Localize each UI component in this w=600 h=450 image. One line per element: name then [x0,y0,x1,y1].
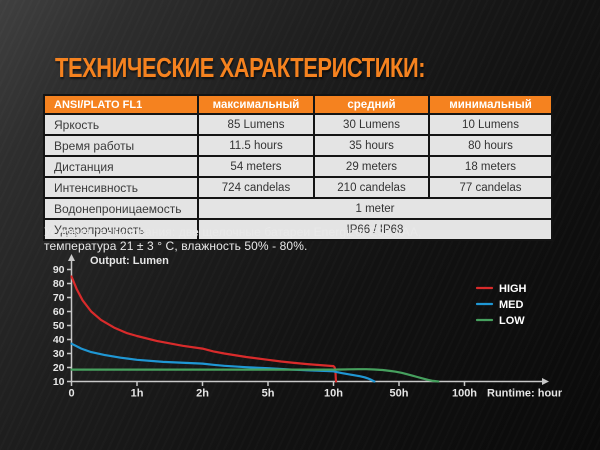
y-tick-label: 10 [53,376,65,388]
row-value: 210 candelas [313,176,430,199]
row-value: 80 hours [428,134,553,157]
row-label: Интенсивность [43,176,199,199]
x-tick-label: 50h [390,388,409,400]
row-label: Дистанция [43,155,199,178]
spec-table: ANSI/PLATO FL1 максимальный средний минимал… [43,94,553,241]
table-body: Яркость 85 Lumens 30 Lumens 10 Lumens Время … [43,113,553,241]
page-title: ТЕХНИЧЕСКИЕ ХАРАКТЕРИСТИКИ: [55,52,426,83]
chart-title: Output: Lumen [90,255,169,267]
table-row: Время работы 11.5 hours 35 hours 80 hours [43,134,553,157]
table-header-level: средний [313,94,430,115]
y-tick-label: 20 [53,362,65,374]
row-value: 1 meter [197,197,553,220]
row-value: 35 hours [313,134,430,157]
x-axis-title: Runtime: hour [487,388,563,400]
test-conditions-text: Условия тестирования: две щелочные батар… [44,225,422,253]
table-header-level: минимальный [428,94,553,115]
series-med-line [70,342,376,383]
y-tick-label: 80 [53,278,65,290]
row-value: 77 candelas [428,176,553,199]
y-axis-arrow-icon [68,254,75,261]
x-tick-label: 1h [131,388,144,400]
row-value: 724 candelas [197,176,315,199]
x-tick-label: 100h [452,388,477,400]
row-label: Ударопрочность [43,218,199,241]
row-label: Яркость [43,113,199,136]
y-tick-label: 60 [53,306,65,318]
row-value: 11.5 hours [197,134,315,157]
test-conditions-line2: температура 21 ± 3 ° C, влажность 50% - … [44,238,308,253]
y-tick-label: 40 [53,334,65,346]
x-tick-label: 0 [68,388,74,400]
y-tick-label: 90 [53,264,65,276]
row-value: 30 Lumens [313,113,430,136]
table-header-standard: ANSI/PLATO FL1 [43,94,199,115]
table-row: Ударопрочность IP66 / IP68 [43,218,553,241]
row-value: IP66 / IP68 [197,218,553,241]
x-tick-label: 5h [262,388,275,400]
y-tick-label: 50 [53,320,65,332]
series-low-line [70,368,440,383]
table-row: Интенсивность 724 candelas 210 candelas 77 … [43,176,553,199]
table-header-level: максимальный [197,94,315,115]
legend-label-med: MED [499,299,524,311]
test-conditions-line1: Условия тестирования: две щелочные батар… [44,225,422,239]
y-tick-label: 30 [53,348,65,360]
row-value: 29 meters [313,155,430,178]
row-value: 18 meters [428,155,553,178]
legend-label-high: HIGH [499,283,527,295]
row-label: Время работы [43,134,199,157]
x-tick-label: 2h [196,388,209,400]
table-row: Яркость 85 Lumens 30 Lumens 10 Lumens [43,113,553,136]
y-tick-label: 70 [53,292,65,304]
table-header-row: ANSI/PLATO FL1 максимальный средний минимал… [43,94,553,115]
x-axis-arrow-icon [542,378,549,385]
row-label: Водонепроницаемость [43,197,199,220]
row-value: 10 Lumens [428,113,553,136]
row-value: 85 Lumens [197,113,315,136]
legend-label-low: LOW [499,315,525,327]
table-row: Водонепроницаемость 1 meter [43,197,553,220]
x-tick-label: 10h [324,388,343,400]
row-value: 54 meters [197,155,315,178]
series-high-line [70,275,338,383]
table-row: Дистанция 54 meters 29 meters 18 meters [43,155,553,178]
